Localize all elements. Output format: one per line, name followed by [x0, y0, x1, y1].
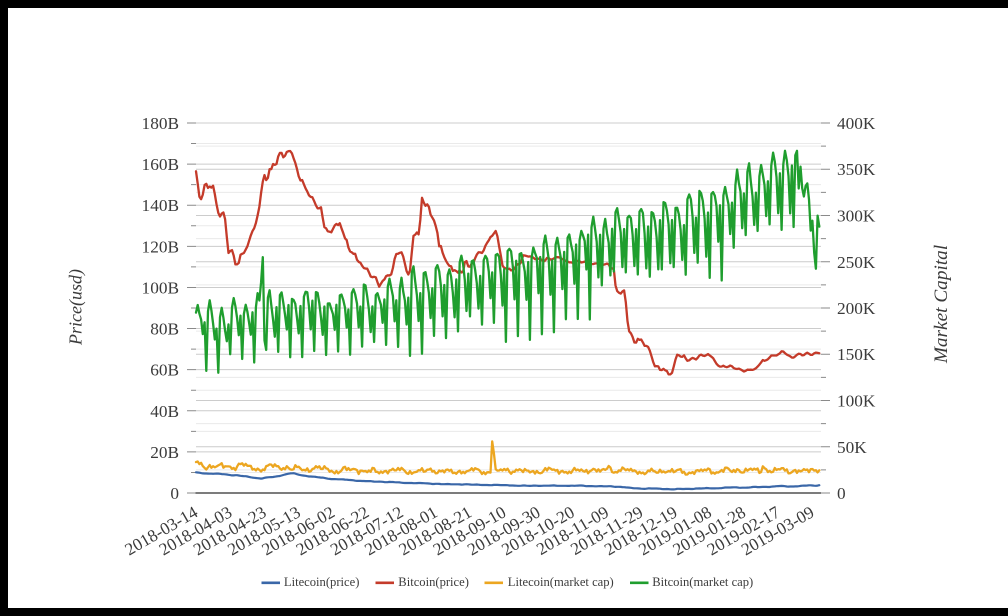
svg-text:40B: 40B: [150, 402, 179, 421]
svg-text:80B: 80B: [150, 320, 179, 339]
svg-text:0: 0: [170, 484, 179, 503]
svg-text:0: 0: [837, 484, 846, 503]
svg-text:100K: 100K: [837, 392, 876, 411]
svg-text:Bitcoin(price): Bitcoin(price): [398, 575, 469, 589]
svg-text:140B: 140B: [142, 196, 179, 215]
svg-text:20B: 20B: [150, 443, 179, 462]
svg-text:Litecoin(price): Litecoin(price): [284, 575, 360, 589]
svg-text:120B: 120B: [142, 237, 179, 256]
svg-text:180B: 180B: [142, 114, 179, 133]
svg-text:250K: 250K: [837, 253, 876, 272]
svg-text:350K: 350K: [837, 160, 876, 179]
svg-text:Litecoin(market cap): Litecoin(market cap): [508, 575, 614, 589]
svg-text:300K: 300K: [837, 207, 876, 226]
svg-text:Market Capital: Market Capital: [931, 245, 952, 364]
svg-text:100B: 100B: [142, 278, 179, 297]
svg-text:400K: 400K: [837, 114, 876, 133]
svg-text:150K: 150K: [837, 345, 876, 364]
svg-text:Price(usd): Price(usd): [66, 269, 87, 346]
svg-text:60B: 60B: [150, 361, 179, 380]
svg-text:50K: 50K: [837, 438, 867, 457]
svg-text:Bitcoin(market cap): Bitcoin(market cap): [652, 575, 753, 589]
svg-text:160B: 160B: [142, 155, 179, 174]
svg-text:200K: 200K: [837, 299, 876, 318]
